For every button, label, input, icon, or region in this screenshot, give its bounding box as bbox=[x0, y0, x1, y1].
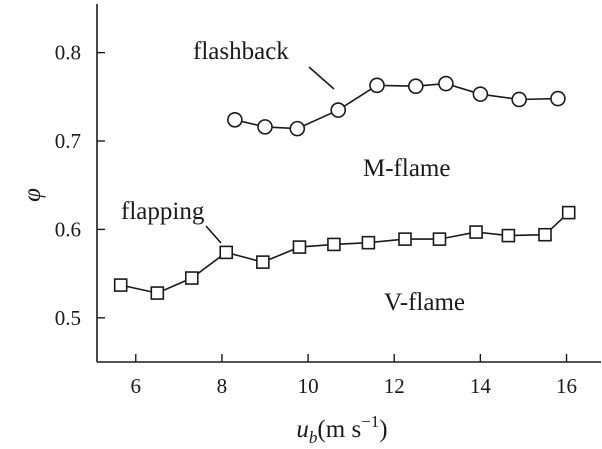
data-point-square bbox=[538, 227, 552, 242]
series-layer bbox=[113, 75, 576, 300]
flapping-pointer bbox=[205, 225, 222, 244]
data-point-circle bbox=[257, 119, 273, 135]
data-point-square bbox=[469, 225, 483, 239]
y-axis-title: φ bbox=[19, 188, 46, 202]
y-tick-label: 0.7 bbox=[55, 129, 81, 153]
series-circle bbox=[227, 75, 566, 137]
x-tick-label: 16 bbox=[556, 374, 577, 398]
annotation-flapping: flapping bbox=[121, 198, 205, 225]
data-point-square bbox=[184, 271, 199, 285]
annotation-m-flame: M-flame bbox=[363, 155, 450, 182]
annotation-v-flame: V-flame bbox=[384, 289, 465, 316]
data-point-square bbox=[327, 237, 341, 252]
data-point-square bbox=[561, 205, 576, 220]
x-axis-title: ub(m s−1) bbox=[296, 412, 387, 447]
x-tick-label: 8 bbox=[217, 374, 228, 398]
data-point-circle bbox=[438, 75, 454, 92]
annotation-flashback: flashback bbox=[193, 38, 289, 65]
x-axis-title-exponent: −1 bbox=[361, 412, 379, 431]
x-axis-title-units: (m s bbox=[317, 416, 361, 443]
data-point-square bbox=[501, 228, 516, 243]
plot-frame bbox=[96, 4, 601, 363]
x-tick-label: 12 bbox=[384, 374, 405, 398]
x-axis-title-symbol: u bbox=[296, 416, 309, 443]
flashback-pointer bbox=[308, 66, 335, 90]
data-point-circle bbox=[227, 111, 243, 128]
x-axis-ticks: 6 8 10 12 14 16 bbox=[131, 354, 577, 398]
data-point-circle bbox=[550, 90, 566, 107]
data-point-square bbox=[150, 286, 165, 300]
y-axis-ticks: 0.5 0.6 0.7 0.8 bbox=[55, 41, 105, 330]
series-line bbox=[234, 82, 558, 130]
data-point-circle bbox=[407, 78, 424, 95]
x-tick-label: 14 bbox=[470, 374, 492, 398]
data-point-square bbox=[113, 278, 128, 292]
x-tick-label: 6 bbox=[131, 374, 142, 398]
data-point-circle bbox=[330, 102, 347, 118]
data-point-square bbox=[361, 235, 376, 250]
series-square bbox=[113, 205, 576, 300]
data-point-square bbox=[292, 240, 307, 254]
y-tick-label: 0.8 bbox=[55, 41, 81, 65]
y-tick-label: 0.6 bbox=[55, 217, 81, 241]
x-axis-title-close: ) bbox=[379, 416, 387, 443]
data-point-circle bbox=[511, 91, 527, 108]
data-point-circle bbox=[369, 77, 385, 94]
data-point-square bbox=[219, 245, 234, 260]
data-point-circle bbox=[289, 120, 306, 137]
data-point-circle bbox=[472, 86, 489, 102]
data-point-square bbox=[398, 232, 412, 246]
data-point-square bbox=[256, 255, 270, 269]
y-tick-label: 0.5 bbox=[55, 306, 81, 330]
data-point-square bbox=[432, 232, 447, 246]
x-tick-label: 10 bbox=[298, 374, 319, 398]
x-axis-title-subscript: b bbox=[309, 428, 318, 447]
